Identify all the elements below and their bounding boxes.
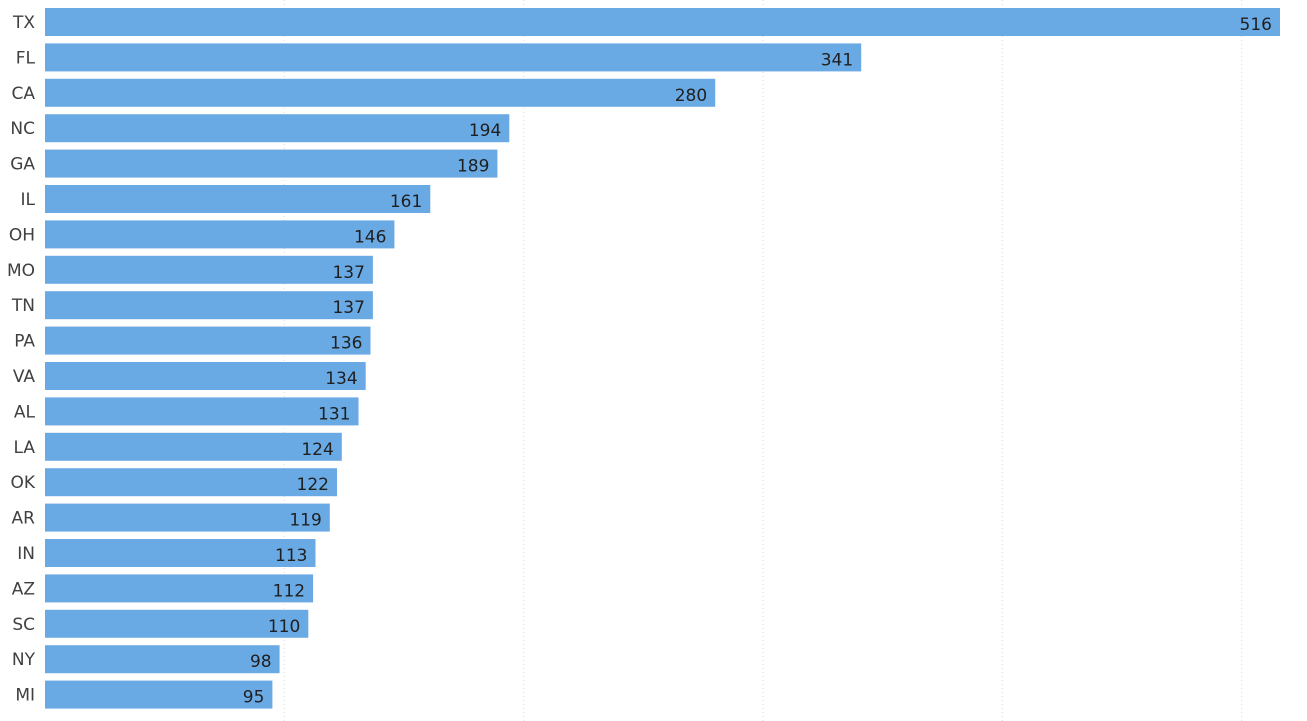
label-layer: TX 516 FL 341 CA 280 NC 194 GA 189 IL 161 OH 146 MO 137… <box>7 13 1272 708</box>
bar-ar[interactable] <box>45 503 330 532</box>
category-label-oh: OH <box>9 225 35 245</box>
data-label-va: 134 <box>325 369 357 389</box>
category-label-mo: MO <box>7 261 35 281</box>
data-label-nc: 194 <box>469 121 501 141</box>
category-label-al: AL <box>14 402 36 422</box>
bar-az[interactable] <box>45 574 314 603</box>
data-label-in: 113 <box>275 546 307 566</box>
data-label-fl: 341 <box>821 50 853 70</box>
bar-mi[interactable] <box>45 680 273 709</box>
category-label-ar: AR <box>12 509 36 529</box>
data-label-ar: 119 <box>289 511 321 531</box>
category-label-pa: PA <box>14 332 35 352</box>
category-label-tx: TX <box>12 13 35 33</box>
bar-sc[interactable] <box>45 609 309 638</box>
data-label-oh: 146 <box>354 227 386 247</box>
bar-va[interactable] <box>45 362 366 390</box>
category-label-sc: SC <box>12 615 35 635</box>
data-label-az: 112 <box>273 581 305 601</box>
category-label-ok: OK <box>10 473 35 493</box>
data-label-tn: 137 <box>332 298 364 318</box>
data-label-tx: 516 <box>1240 15 1272 35</box>
bar-in[interactable] <box>45 539 316 567</box>
category-label-ga: GA <box>10 155 35 175</box>
bar-tn[interactable] <box>45 291 373 320</box>
data-label-la: 124 <box>301 440 333 460</box>
data-label-ga: 189 <box>457 157 489 177</box>
category-label-va: VA <box>13 367 36 387</box>
grid-layer <box>283 0 1243 721</box>
bar-layer <box>45 8 1280 709</box>
bar-al[interactable] <box>45 397 359 426</box>
data-label-ny: 98 <box>250 652 272 672</box>
category-label-fl: FL <box>16 48 36 68</box>
bar-oh[interactable] <box>45 220 395 249</box>
category-label-ca: CA <box>12 84 36 104</box>
category-label-mi: MI <box>15 686 35 706</box>
data-label-ca: 280 <box>675 86 707 106</box>
data-label-pa: 136 <box>330 334 362 354</box>
data-label-al: 131 <box>318 404 350 424</box>
data-label-sc: 110 <box>268 617 300 637</box>
category-label-az: AZ <box>12 579 35 599</box>
category-label-ny: NY <box>12 650 36 670</box>
data-label-ok: 122 <box>297 475 329 495</box>
bar-pa[interactable] <box>45 326 371 355</box>
category-label-nc: NC <box>10 119 35 139</box>
bar-tx[interactable] <box>45 8 1280 36</box>
category-label-in: IN <box>17 544 35 564</box>
bar-mo[interactable] <box>45 255 373 284</box>
bar-fl[interactable] <box>45 43 862 72</box>
bar-ga[interactable] <box>45 149 498 178</box>
data-label-mi: 95 <box>243 688 265 708</box>
data-label-il: 161 <box>390 192 422 212</box>
data-label-mo: 137 <box>332 263 364 283</box>
bar-il[interactable] <box>45 185 431 213</box>
bar-nc[interactable] <box>45 114 510 143</box>
bar-la[interactable] <box>45 432 342 461</box>
bar-ny[interactable] <box>45 645 280 674</box>
category-label-la: LA <box>14 438 36 458</box>
bar-ca[interactable] <box>45 78 716 107</box>
category-label-il: IL <box>21 190 36 210</box>
bar-ok[interactable] <box>45 468 337 497</box>
category-label-tn: TN <box>11 296 35 316</box>
